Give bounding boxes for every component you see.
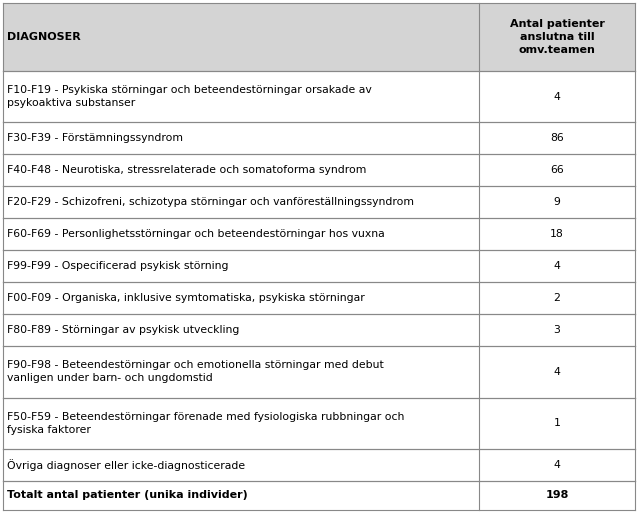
Text: 2: 2 (554, 293, 560, 303)
Text: 18: 18 (550, 229, 564, 239)
Text: F30-F39 - Förstämningssyndrom: F30-F39 - Förstämningssyndrom (7, 133, 183, 143)
Text: F60-F69 - Personlighetsstörningar och beteendestörningar hos vuxna: F60-F69 - Personlighetsstörningar och be… (7, 229, 385, 239)
Text: DIAGNOSER: DIAGNOSER (7, 32, 81, 42)
Text: F90-F98 - Beteendestörningar och emotionella störningar med debut
vanligen under: F90-F98 - Beteendestörningar och emotion… (7, 361, 383, 383)
Text: F10-F19 - Psykiska störningar och beteendestörningar orsakade av
psykoaktiva sub: F10-F19 - Psykiska störningar och beteen… (7, 85, 372, 108)
Text: F99-F99 - Ospecificerad psykisk störning: F99-F99 - Ospecificerad psykisk störning (7, 261, 228, 271)
Text: 86: 86 (550, 133, 564, 143)
Text: 4: 4 (554, 261, 560, 271)
Text: 4: 4 (554, 91, 560, 102)
Text: 4: 4 (554, 460, 560, 470)
Text: 198: 198 (545, 490, 568, 501)
Text: Antal patienter
anslutna till
omv.teamen: Antal patienter anslutna till omv.teamen (510, 19, 604, 55)
Text: 3: 3 (554, 325, 560, 335)
Polygon shape (3, 3, 635, 71)
Text: 9: 9 (554, 197, 560, 207)
Text: F40-F48 - Neurotiska, stressrelaterade och somatoforma syndrom: F40-F48 - Neurotiska, stressrelaterade o… (7, 165, 366, 175)
Text: Totalt antal patienter (unika individer): Totalt antal patienter (unika individer) (7, 490, 248, 501)
Text: Övriga diagnoser eller icke-diagnosticerade: Övriga diagnoser eller icke-diagnosticer… (7, 459, 245, 471)
Text: 1: 1 (554, 418, 560, 428)
Text: F50-F59 - Beteendestörningar förenade med fysiologiska rubbningar och
fysiska fa: F50-F59 - Beteendestörningar förenade me… (7, 412, 404, 435)
Text: 66: 66 (550, 165, 564, 175)
Text: F00-F09 - Organiska, inklusive symtomatiska, psykiska störningar: F00-F09 - Organiska, inklusive symtomati… (7, 293, 365, 303)
Text: 4: 4 (554, 367, 560, 377)
Text: F80-F89 - Störningar av psykisk utveckling: F80-F89 - Störningar av psykisk utveckli… (7, 325, 239, 335)
Text: F20-F29 - Schizofreni, schizotypa störningar och vanföreställningssyndrom: F20-F29 - Schizofreni, schizotypa störni… (7, 197, 414, 207)
